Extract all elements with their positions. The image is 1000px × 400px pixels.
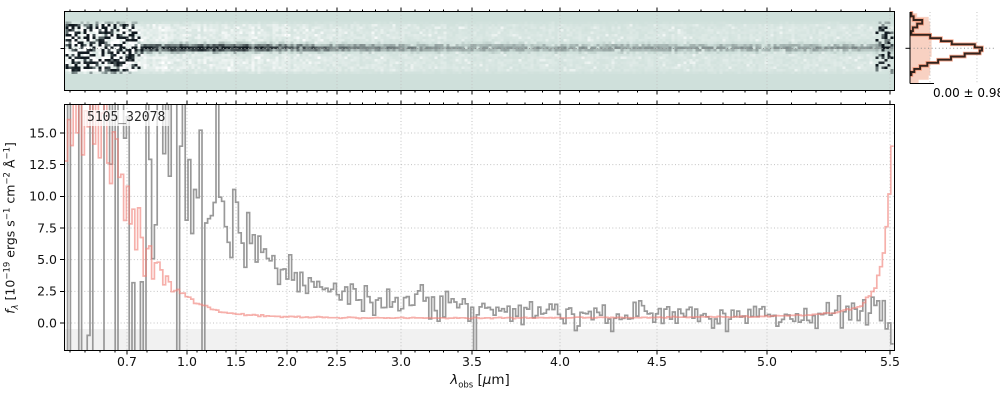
spectrum-2d-panel <box>60 7 895 95</box>
y-tick-label: 5.0 <box>37 252 57 267</box>
flux-step-line <box>66 104 894 351</box>
x-tick-label: 3.5 <box>462 354 482 369</box>
x-tick-label: 1.0 <box>177 354 197 369</box>
below-zero-shade <box>64 329 895 351</box>
ylabel-ten: [10 <box>2 279 18 305</box>
spectrum-series <box>64 104 894 351</box>
y-tick-label: 0.0 <box>37 315 57 330</box>
ylabel-cm: cm <box>2 184 18 208</box>
xlabel-lambda: λ <box>450 372 459 388</box>
y-tick-label: 12.5 <box>29 157 57 172</box>
spectrum-2d-top-ticks <box>69 7 891 12</box>
x-tick-label: 4.0 <box>550 354 570 369</box>
x-tick-label: 5.0 <box>757 354 777 369</box>
ylabel-f: f <box>2 309 18 314</box>
ylabel-exp-cm: −2 <box>2 172 13 185</box>
tick-labels: 0.7 1.0 1.5 2.0 2.5 3.0 3.5 4.0 4.5 5.0 5.5 0.0 2.5 5… <box>29 125 900 369</box>
x-tick-label: 3.0 <box>391 354 411 369</box>
xlabel-mu: μ <box>482 372 492 388</box>
source-id-label: 5105_32078 <box>83 110 170 126</box>
spectrum-1d-bottom-ticks <box>69 350 891 355</box>
x-tick-label: 0.7 <box>117 354 137 369</box>
ylabel-close: ] <box>2 142 18 148</box>
spectrum-2d-image <box>65 21 894 74</box>
xlabel-sub-obs: obs <box>458 380 474 391</box>
ylabel-ang: Å <box>2 159 18 173</box>
y-tick-label: 2.5 <box>37 284 57 299</box>
x-axis-label: λobs [μm] <box>64 372 896 391</box>
ylabel-sub-lambda: λ <box>11 304 21 310</box>
y-tick-label: 15.0 <box>29 125 57 140</box>
spectrum-1d-panel <box>60 100 895 355</box>
histogram-outline <box>910 11 983 77</box>
histogram-stat-label: 0.00 ± 0.98 <box>933 86 1000 100</box>
y-tick-label: 7.5 <box>37 220 57 235</box>
xlabel-unit: m] <box>491 372 510 388</box>
pixel-histogram-panel <box>905 11 994 84</box>
y-tick-label: 10.0 <box>29 189 57 204</box>
y-axis-label: fλ [10−19 ergs s−1 cm−2 Å−1] <box>2 142 21 314</box>
x-tick-label: 1.5 <box>226 354 246 369</box>
spectrum-1d-top-ticks <box>69 100 891 105</box>
x-tick-label: 2.0 <box>277 354 297 369</box>
x-tick-label: 4.5 <box>647 354 667 369</box>
ylabel-exp: −19 <box>2 261 13 280</box>
x-tick-label: 2.5 <box>327 354 347 369</box>
ylabel-exp-ang: −1 <box>2 147 13 160</box>
error-step-line <box>64 104 894 320</box>
x-tick-label: 5.5 <box>880 354 900 369</box>
ylabel-exp-s: −1 <box>2 207 13 221</box>
spectrum-2d-bottom-ticks <box>69 90 891 95</box>
xlabel-bracket: [ <box>473 372 483 388</box>
ylabel-ergs: ergs s <box>2 220 18 262</box>
